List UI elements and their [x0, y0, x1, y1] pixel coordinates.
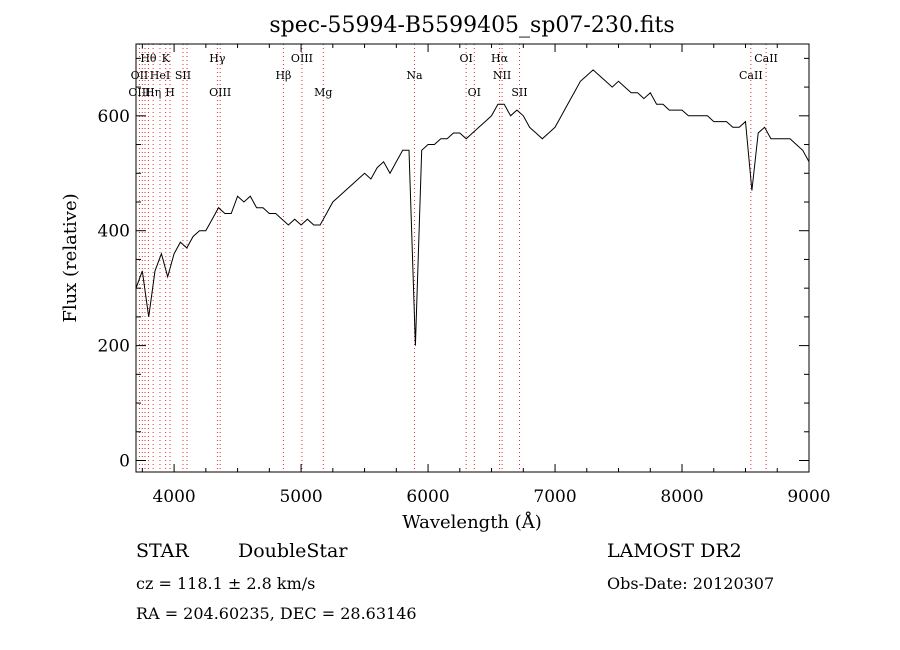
x-tick-label: 7000 — [533, 487, 576, 507]
y-axis-label: Flux (relative) — [60, 193, 81, 322]
line-label: Na — [406, 69, 423, 82]
y-tick-label: 200 — [98, 337, 130, 357]
line-label: OII — [131, 69, 149, 82]
x-axis-label: Wavelength (Å) — [402, 511, 542, 533]
line-label: Hθ — [140, 52, 157, 65]
line-label: CaII — [739, 69, 763, 82]
y-tick-label: 400 — [98, 222, 130, 242]
line-label: K — [162, 52, 171, 65]
x-tick-label: 8000 — [660, 487, 703, 507]
line-label: OI — [468, 86, 481, 99]
x-axis-ticks: 4000 5000 6000 7000 8000 9000 — [141, 44, 831, 507]
line-label: NII — [493, 69, 511, 82]
line-label: H — [165, 86, 175, 99]
object-subclass: DoubleStar — [238, 540, 348, 562]
y-tick-label: 0 — [119, 452, 130, 472]
line-label: SII — [511, 86, 527, 99]
emission-line-markers — [138, 44, 767, 472]
x-tick-label: 9000 — [787, 487, 830, 507]
line-label: SII — [175, 69, 191, 82]
line-label: OIII — [291, 52, 313, 65]
line-label: OIII — [209, 86, 231, 99]
y-tick-label: 600 — [98, 107, 130, 127]
line-label: HeI — [150, 69, 170, 82]
line-label: OI — [459, 52, 472, 65]
y-axis-ticks: 0 200 400 600 — [98, 57, 809, 472]
coordinates: RA = 204.60235, DEC = 28.63146 — [136, 604, 417, 623]
survey-name: LAMOST DR2 — [607, 540, 742, 562]
object-class: STAR — [136, 540, 189, 562]
line-label: Hβ — [275, 69, 291, 82]
line-label: Hη — [145, 86, 161, 99]
spectrum-line — [135, 69, 810, 346]
line-label: Hγ — [209, 52, 226, 65]
chart-title: spec-55994-B5599405_sp07-230.fits — [269, 13, 674, 38]
line-label: Mg — [314, 86, 332, 99]
observation-date: Obs-Date: 20120307 — [607, 574, 775, 593]
x-tick-label: 5000 — [279, 487, 322, 507]
x-tick-label: 4000 — [152, 487, 195, 507]
emission-line-labels: Hθ K Hγ OIII OI Hα CaII OII HeI SII Hβ Na NII CaII OII… — [128, 52, 778, 99]
line-label: Hα — [491, 52, 509, 65]
line-label: CaII — [754, 52, 778, 65]
redshift-value: cz = 118.1 ± 2.8 km/s — [136, 574, 316, 593]
x-tick-label: 6000 — [406, 487, 449, 507]
line-label: OIII — [128, 86, 150, 99]
plot-frame — [135, 43, 810, 473]
